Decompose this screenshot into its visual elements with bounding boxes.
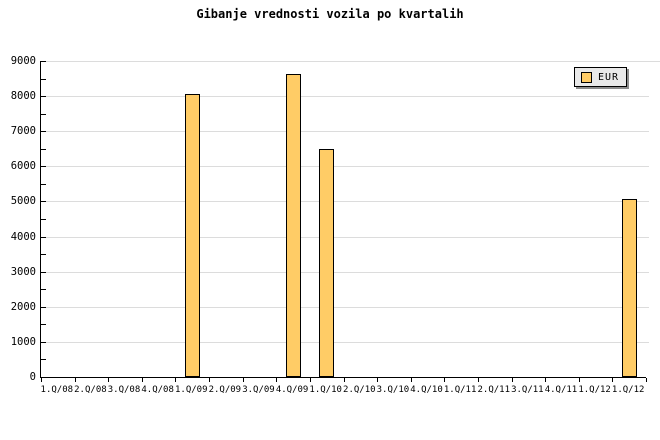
y-axis-label-1000: 1000 — [10, 335, 36, 348]
x-tick — [276, 378, 277, 382]
x-axis-label-10: 3.Q/10 — [376, 385, 410, 395]
y-tick — [41, 359, 46, 361]
bar-1.Q/12-5080 — [621, 198, 637, 377]
bar-1.Q/09-8050 — [184, 94, 200, 377]
gridline-y-6000 — [41, 166, 649, 168]
bar-4.Q/09-8620 — [285, 74, 301, 377]
y-tick — [41, 166, 46, 168]
y-axis-label-0: 0 — [29, 371, 36, 383]
y-tick — [41, 61, 46, 62]
y-axis-label-8000: 8000 — [10, 90, 36, 103]
x-tick — [478, 378, 479, 382]
y-tick — [41, 219, 46, 220]
y-axis-label-2000: 2000 — [10, 300, 36, 313]
x-axis-label-17: 1.Q/12 — [611, 385, 645, 395]
y-tick — [41, 324, 46, 326]
x-axis-label-4: 1.Q/09 — [174, 385, 208, 395]
gridline-y-4000 — [41, 236, 649, 238]
y-tick — [41, 113, 46, 115]
x-tick — [175, 378, 176, 382]
x-tick — [344, 378, 345, 382]
y-axis-label-5000: 5000 — [10, 195, 36, 208]
y-tick — [41, 183, 46, 185]
x-tick — [142, 378, 143, 382]
x-axis-label-6: 3.Q/09 — [242, 385, 275, 395]
x-tick — [579, 378, 580, 382]
y-tick — [41, 306, 46, 308]
gridline-y-8000 — [41, 96, 649, 98]
x-tick — [209, 378, 210, 382]
plot-area — [40, 61, 660, 382]
gridline-y-3000 — [41, 271, 649, 273]
x-axis-label-12: 1.Q/11 — [443, 385, 477, 395]
y-axis-label-3000: 3000 — [10, 265, 36, 278]
y-tick — [41, 148, 46, 150]
x-axis-label-16: 1.Q/12 — [578, 385, 611, 395]
x-axis-label-5: 2.Q/09 — [208, 385, 242, 395]
x-tick — [545, 378, 546, 382]
gridline-y-7000 — [41, 131, 649, 133]
x-tick — [75, 378, 76, 382]
x-tick — [646, 378, 647, 382]
x-axis-label-2: 3.Q/08 — [107, 385, 141, 395]
x-axis-label-14: 3.Q/11 — [511, 385, 544, 395]
x-axis-label-8: 1.Q/10 — [309, 385, 342, 395]
x-axis-label-1: 2.Q/08 — [74, 385, 107, 395]
legend-box: EUR — [574, 67, 627, 87]
y-tick — [41, 271, 46, 273]
gridline-y-2000 — [41, 306, 649, 308]
x-axis-label-7: 4.Q/09 — [275, 385, 309, 395]
x-tick — [41, 378, 42, 382]
x-axis-label-13: 2.Q/11 — [477, 385, 510, 395]
y-tick — [41, 78, 46, 80]
legend-label: EUR — [598, 71, 620, 83]
x-axis-label-9: 2.Q/10 — [343, 385, 376, 395]
y-tick — [41, 236, 46, 238]
y-tick — [41, 341, 46, 343]
x-tick — [444, 378, 445, 382]
legend-swatch-icon — [581, 71, 592, 83]
x-tick — [512, 378, 513, 382]
x-axis-label-15: 4.Q/11 — [544, 385, 578, 395]
y-tick — [41, 96, 46, 98]
x-axis-label-0: 1.Q/08 — [40, 385, 74, 395]
y-tick — [41, 254, 46, 256]
x-axis-label-3: 4.Q/08 — [141, 385, 174, 395]
gridline-y-9000 — [41, 61, 660, 62]
gridline-y-1000 — [41, 341, 649, 343]
y-axis-label-6000: 6000 — [10, 160, 36, 173]
y-axis-label-9000: 9000 — [10, 55, 36, 67]
chart-title: Gibanje vrednosti vozila po kvartalih — [196, 7, 464, 21]
x-tick — [243, 378, 244, 382]
y-tick — [41, 201, 46, 203]
x-tick — [411, 378, 412, 382]
y-axis-label-7000: 7000 — [10, 125, 36, 138]
bar-1.Q/10-6480 — [319, 149, 335, 377]
x-tick — [377, 378, 378, 382]
y-axis-label-4000: 4000 — [10, 230, 36, 243]
gridline-y-5000 — [41, 201, 649, 203]
x-axis-label-11: 4.Q/10 — [410, 385, 443, 395]
x-tick — [108, 378, 109, 382]
x-tick — [612, 378, 613, 382]
x-tick — [310, 378, 311, 382]
y-tick — [41, 289, 46, 291]
y-tick — [41, 131, 46, 133]
